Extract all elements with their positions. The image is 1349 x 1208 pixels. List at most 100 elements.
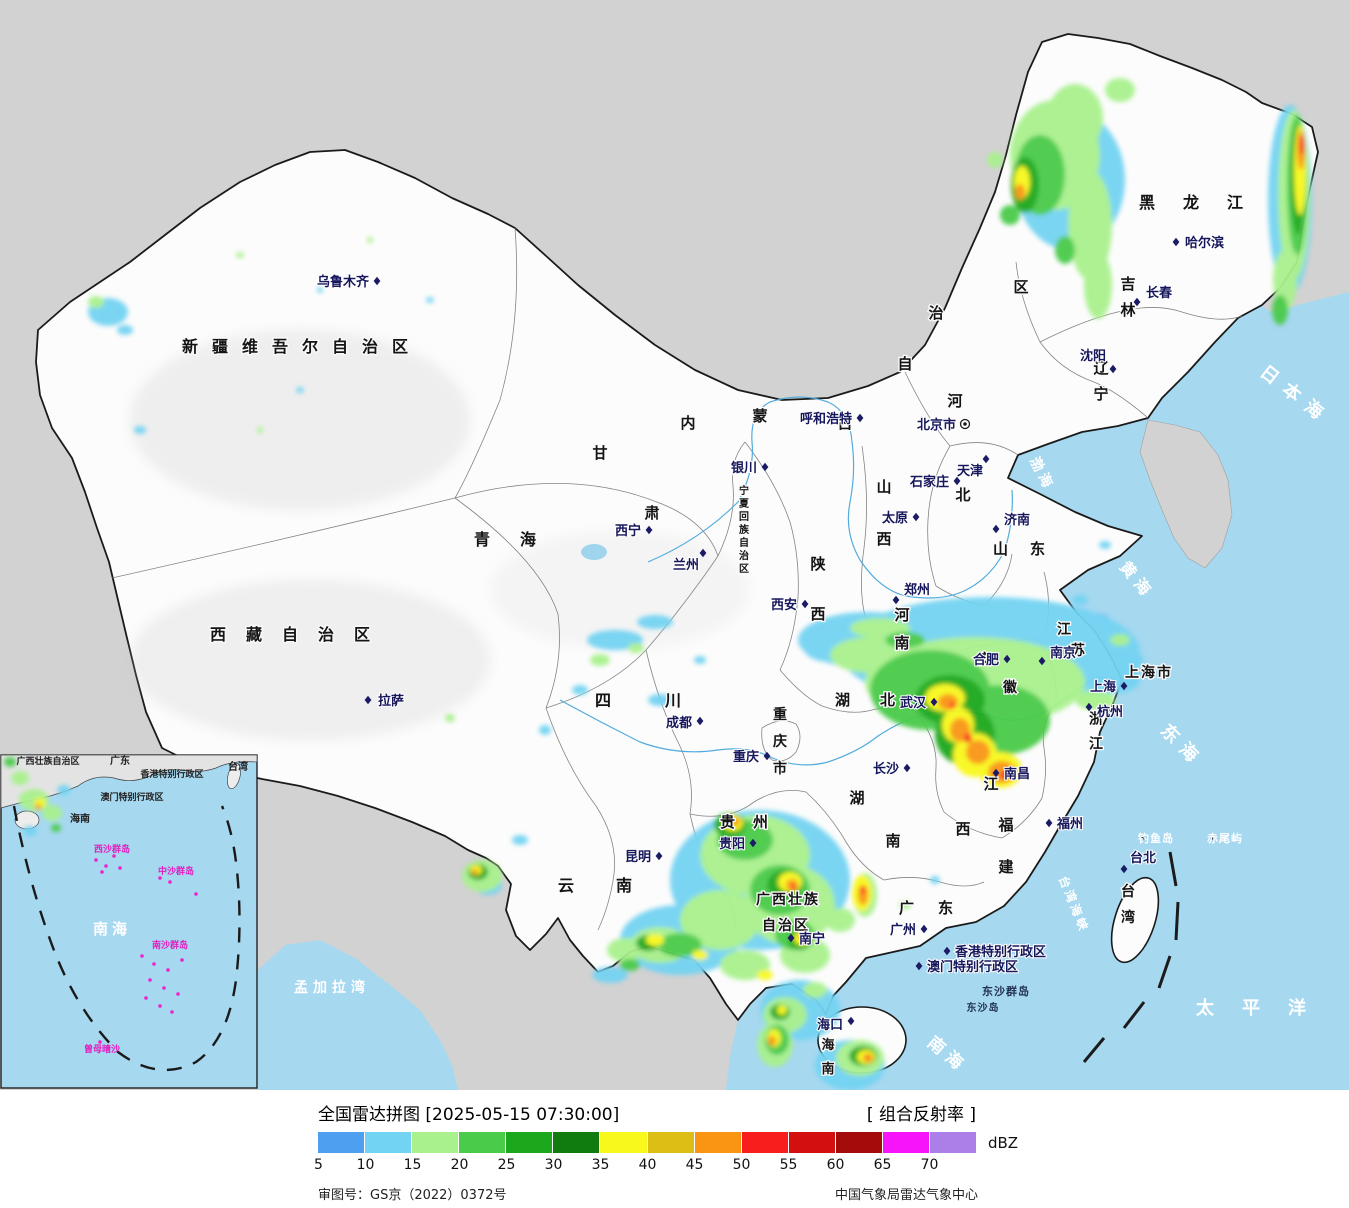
province-labels: 新疆维吾尔自治区西藏自治区青海甘肃内蒙古自治区黑龙江吉林辽宁河北山西山东河南陕西… bbox=[181, 192, 1245, 1079]
scale-cell bbox=[647, 1132, 694, 1153]
ins-label: 广西壮族自治区 bbox=[16, 755, 79, 767]
scale-cell bbox=[835, 1132, 882, 1153]
prov-label: 徽 bbox=[1002, 679, 1018, 696]
city: 西宁 bbox=[614, 522, 653, 540]
radar-echo bbox=[317, 287, 323, 293]
ins-label: 广东 bbox=[110, 754, 130, 767]
ins-label: 中沙群岛 bbox=[158, 865, 194, 877]
sea-label: 赤尾屿 bbox=[1207, 831, 1243, 845]
city: 呼和浩特 bbox=[799, 410, 864, 428]
city-marker-icon bbox=[1133, 297, 1141, 307]
ins-label: 南海 bbox=[93, 920, 131, 938]
city-name: 长春 bbox=[1146, 285, 1173, 301]
city: 福州 bbox=[1045, 815, 1084, 833]
scale-cell bbox=[553, 1132, 600, 1153]
scale-value: 70 bbox=[920, 1157, 939, 1173]
prov-label: 安 bbox=[978, 651, 992, 668]
city: 拉萨 bbox=[364, 692, 405, 710]
city: 乌鲁木齐 bbox=[316, 273, 381, 291]
radar-echo bbox=[648, 694, 672, 706]
radar-echo bbox=[930, 876, 940, 884]
city-name: 哈尔滨 bbox=[1185, 235, 1224, 251]
radar-echo bbox=[590, 654, 610, 666]
prov-label: 蒙 bbox=[752, 407, 767, 425]
prov-label: 重庆市 bbox=[773, 706, 787, 777]
radar-echo bbox=[134, 426, 146, 434]
radar-echo bbox=[637, 615, 673, 629]
radar-echo bbox=[296, 387, 304, 393]
radar-echo bbox=[4, 757, 16, 767]
city: 兰州 bbox=[672, 548, 707, 574]
island-dot bbox=[148, 978, 152, 982]
radar-echo bbox=[949, 702, 955, 708]
radar-echo bbox=[1099, 541, 1111, 549]
city: 贵阳 bbox=[718, 835, 757, 853]
island-dot bbox=[100, 870, 104, 874]
prov-label: 山西 bbox=[876, 478, 891, 548]
radar-echo bbox=[1116, 652, 1144, 668]
chiwei-island-dot bbox=[1210, 836, 1214, 840]
prov-label: 吉林 bbox=[1120, 275, 1136, 319]
prov-label: 自治区 bbox=[762, 917, 810, 934]
prov-label: 青海 bbox=[474, 530, 566, 549]
color-scale-values: 5 10 15 20 25 30 35 40 45 50 55 60 65 70 bbox=[295, 1157, 953, 1173]
radar-echo bbox=[472, 869, 478, 875]
ins-label: 曾母暗沙 bbox=[84, 1043, 120, 1055]
radar-echo bbox=[1084, 251, 1112, 319]
island-dot bbox=[158, 876, 162, 880]
taiwan-island bbox=[1110, 876, 1160, 964]
scale-cell bbox=[365, 1132, 412, 1153]
island-dot bbox=[106, 1046, 110, 1050]
island-dot bbox=[170, 1010, 174, 1014]
city: 郑州 bbox=[892, 581, 931, 605]
korea-peninsula bbox=[1139, 419, 1233, 569]
radar-echo bbox=[658, 933, 702, 957]
city-name: 石家庄 bbox=[909, 474, 949, 490]
radar-echo bbox=[730, 818, 740, 826]
island-dot bbox=[180, 958, 184, 962]
ins-label: 澳门特别行政区 bbox=[100, 791, 163, 803]
city: 北京市 bbox=[916, 416, 971, 434]
prov-label: 西 bbox=[955, 820, 970, 838]
qinghai-lake bbox=[581, 544, 607, 560]
radar-echo bbox=[825, 908, 855, 932]
scale-cell bbox=[600, 1132, 647, 1153]
radar-echo bbox=[572, 685, 588, 695]
scale-value: 65 bbox=[873, 1157, 892, 1173]
city-marker-icon bbox=[1120, 864, 1128, 874]
radar-echo bbox=[646, 934, 664, 946]
city-name: 银川 bbox=[731, 460, 757, 476]
prov-label: 河 bbox=[947, 392, 962, 410]
prov-label: 海南 bbox=[821, 1037, 834, 1077]
radar-echo bbox=[35, 804, 41, 810]
city-name: 北京市 bbox=[917, 417, 956, 433]
island-dot bbox=[118, 866, 122, 870]
prov-label: 广东 bbox=[899, 899, 977, 917]
color-scale-bar bbox=[318, 1132, 977, 1153]
city: 海口 bbox=[816, 1016, 855, 1034]
map-title: 全国雷达拼图 [2025-05-15 07:30:00] bbox=[318, 1105, 620, 1125]
radar-echo bbox=[757, 970, 773, 980]
radar-echo bbox=[620, 959, 640, 971]
city-name: 香港特别行政区 bbox=[954, 944, 1046, 960]
radar-echo bbox=[1273, 250, 1297, 310]
city-marker-icon bbox=[1172, 237, 1180, 247]
scale-value: 50 bbox=[732, 1157, 751, 1173]
radar-echo bbox=[1047, 84, 1103, 152]
approval-number: 审图号：GS京（2022）0372号 bbox=[318, 1188, 507, 1203]
radar-echo bbox=[1105, 78, 1135, 102]
city-name: 长沙 bbox=[873, 761, 899, 777]
city-marker-icon bbox=[992, 768, 1000, 778]
city-name: 成都 bbox=[666, 715, 692, 731]
island-dot bbox=[112, 854, 116, 858]
prov-label: 浙江 bbox=[1089, 711, 1103, 753]
island-dot bbox=[158, 1004, 162, 1008]
city-name: 南昌 bbox=[1004, 766, 1030, 782]
scale-cell bbox=[459, 1132, 506, 1153]
city: 广州 bbox=[889, 921, 928, 939]
radar-echo bbox=[799, 932, 807, 940]
scale-value: 20 bbox=[450, 1157, 469, 1173]
city-marker-icon bbox=[953, 476, 961, 486]
island-dot bbox=[140, 954, 144, 958]
